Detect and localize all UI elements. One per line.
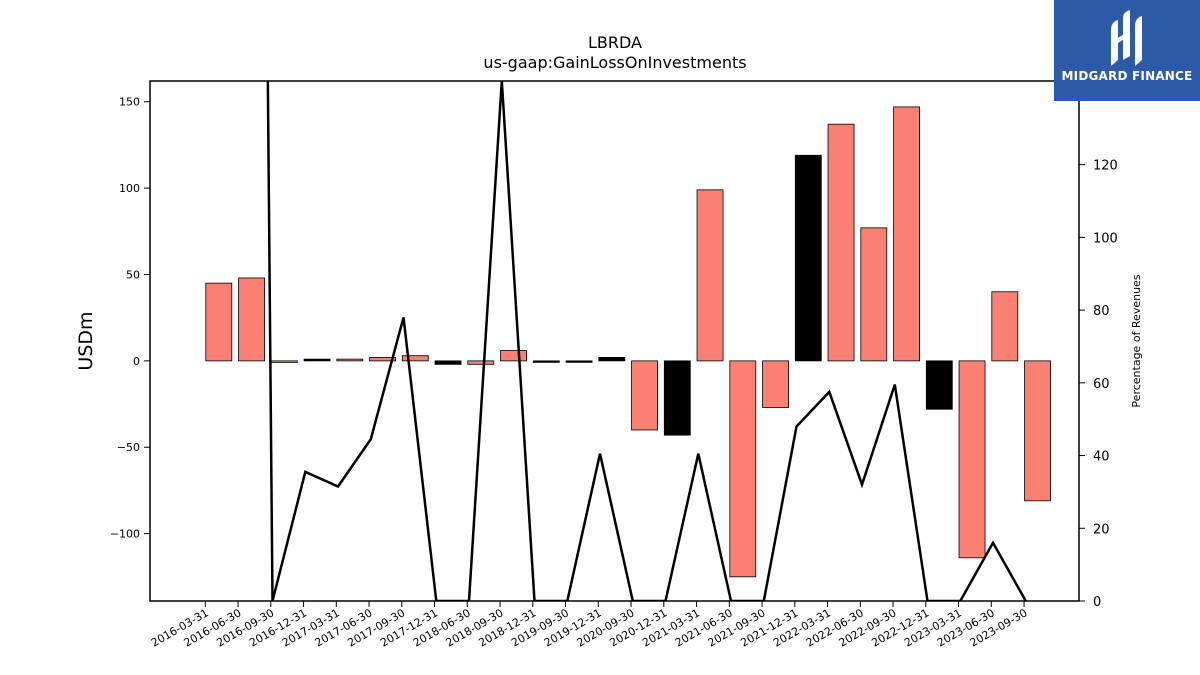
bar-series [205, 106, 1051, 578]
y-tick-label: 150 [119, 96, 140, 109]
y2-tick-label: 100 [1093, 231, 1118, 246]
bar-2016-12-31 [303, 358, 331, 362]
y2-tick-label: 60 [1093, 377, 1110, 392]
bar-2022-12-31 [925, 360, 953, 410]
y2-axis-ticks: 0 20 40 60 80 100 120 [1079, 159, 1118, 610]
bar-2022-03-31 [827, 123, 855, 362]
y2-tick-label: 120 [1093, 159, 1118, 174]
bar-2020-12-31 [663, 360, 691, 436]
y2-tick-label: 20 [1093, 522, 1110, 537]
y2-tick-label: 0 [1093, 595, 1101, 610]
y2-tick-label: 40 [1093, 450, 1110, 465]
chart-title: LBRDA [588, 33, 642, 52]
y-axis-label: USDm [75, 311, 97, 370]
bar-2016-03-31 [205, 282, 233, 362]
bar-2017-06-30 [369, 357, 396, 362]
y-tick-label: 50 [126, 268, 140, 281]
y-tick-label: −100 [110, 528, 140, 541]
y2-tick-label: 80 [1093, 304, 1110, 319]
percentage-line [271, 81, 1027, 601]
x-axis-ticks: 2016-03-312016-06-302016-09-302016-12-31… [149, 601, 1030, 650]
percentage-line-series [266, 81, 1027, 601]
bar-2016-06-30 [238, 277, 265, 362]
bar-2018-06-30 [467, 360, 495, 365]
y2-axis-label: Percentage of Revenues [1130, 274, 1143, 407]
y-tick-label: −50 [117, 441, 140, 454]
bar-2019-09-30 [565, 360, 593, 363]
y-tick-label: 0 [133, 355, 140, 368]
y-axis-ticks: −100 −50 0 50 100 150 [110, 96, 150, 541]
bar-2021-06-30 [729, 360, 757, 578]
bar-2018-12-31 [532, 360, 560, 363]
bar-2023-03-31 [958, 360, 986, 559]
bar-2023-06-30 [991, 291, 1019, 362]
bar-2017-09-30 [401, 355, 429, 362]
bar-2022-06-30 [860, 227, 888, 362]
bar-2023-09-30 [1024, 360, 1051, 502]
percentage-line [266, 81, 274, 601]
bar-2021-03-31 [696, 189, 724, 362]
bar-2021-09-30 [762, 360, 789, 408]
midgard-finance-logo: MIDGARD FINANCE [1054, 0, 1200, 101]
bar-2016-09-30 [270, 360, 298, 363]
midgard-m-logo-icon [1111, 10, 1142, 66]
bar-2017-12-31 [434, 360, 462, 365]
bar-2017-03-31 [336, 358, 364, 362]
bar-2018-09-30 [500, 350, 527, 362]
plot-frame [149, 80, 1080, 602]
logo-text: MIDGARD FINANCE [1061, 69, 1193, 83]
bar-2020-09-30 [631, 360, 658, 431]
chart-subtitle: us-gaap:GainLossOnInvestments [483, 53, 746, 72]
y-tick-label: 100 [119, 182, 140, 195]
bar-2021-12-31 [794, 154, 822, 362]
bar-2022-09-30 [893, 106, 920, 362]
bar-2019-12-31 [598, 357, 626, 362]
